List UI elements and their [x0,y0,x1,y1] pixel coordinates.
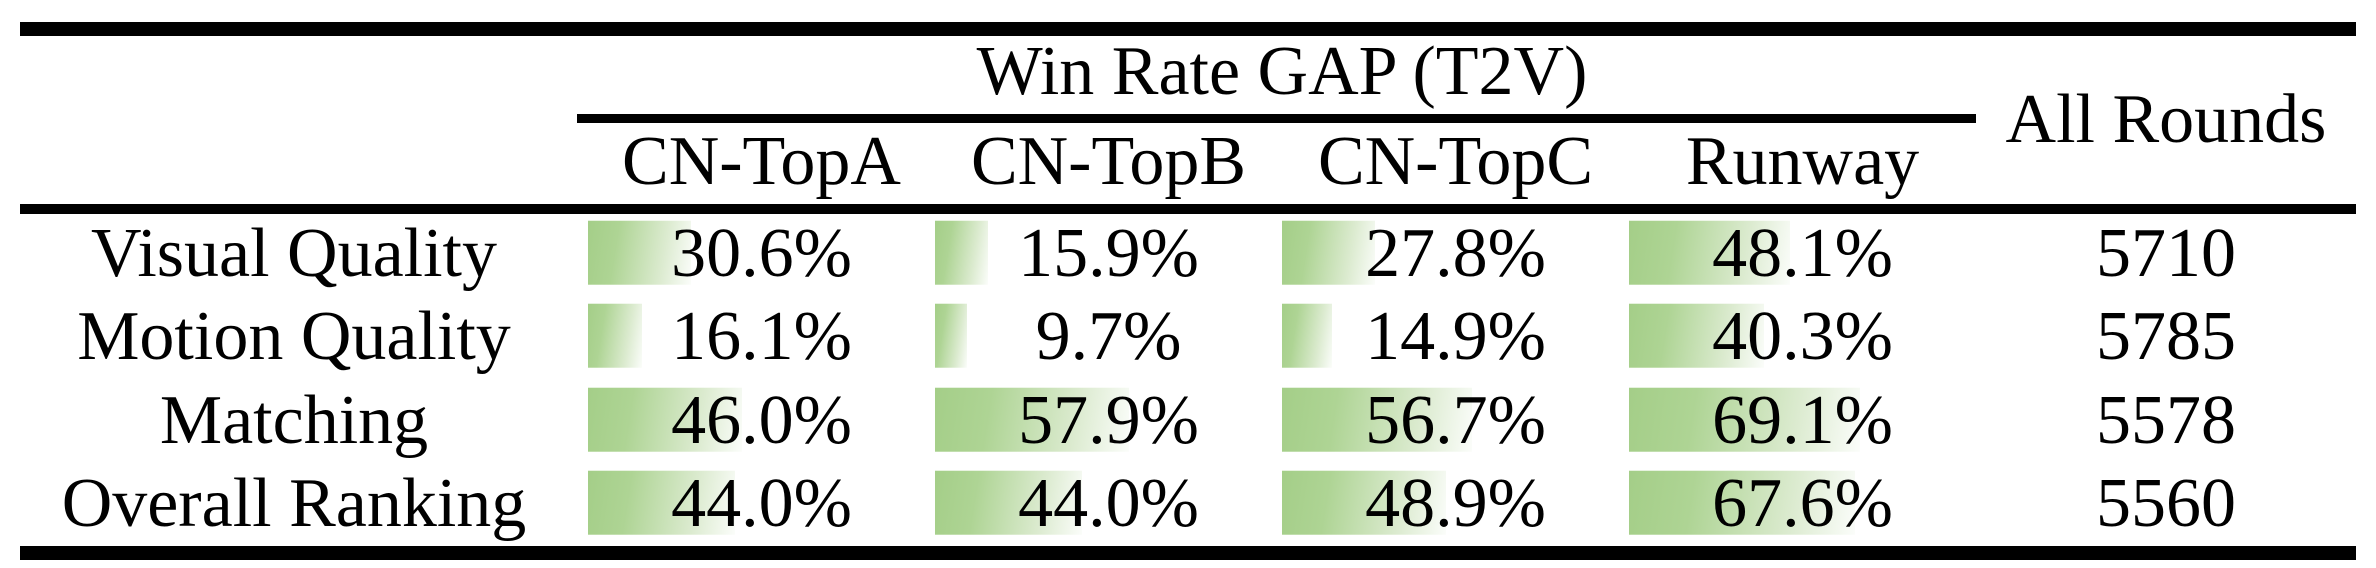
data-cell: 44.0% [935,463,1282,547]
win-rate-value: 69.1% [1712,381,1893,459]
column-header-cn-topb: CN-TopB [970,123,1247,200]
row-label: Matching [159,381,429,459]
data-cell: 30.6% [588,212,935,296]
table-row-matching: Matching 46.0% 57.9% 56.7% 69.1% 5578 [0,379,2376,463]
subheader-spacer [0,121,588,203]
table-row-motion-quality: Motion Quality 16.1% 9.7% 14.9% 40.3% 57… [0,296,2376,380]
data-cell: 16.1% [588,296,935,380]
subheader-row: CN-TopA CN-TopB CN-TopC Runway [0,121,2376,203]
win-rate-value: 40.3% [1712,298,1893,376]
data-cell: 67.6% [1629,463,1976,547]
data-cell: 27.8% [1282,212,1629,296]
row-label: Motion Quality [77,298,511,376]
win-rate-bar [935,387,1129,452]
win-rate-value: 15.9% [1018,214,1199,292]
header-separator-rule [20,204,2356,214]
data-cell: 46.0% [588,379,935,463]
win-rate-bar [588,220,691,285]
table-row-visual-quality: Visual Quality 30.6% 15.9% 27.8% 48.1% 5… [0,212,2376,296]
column-header-cn-topa: CN-TopA [622,123,901,200]
win-rate-bar [588,387,742,452]
column-header-all-rounds: All Rounds [2005,81,2327,158]
win-rate-value: 27.8% [1365,214,1546,292]
column-header-cn-topc: CN-TopC [1317,123,1594,200]
all-rounds-value: 5785 [2096,298,2236,376]
win-rate-bar [935,470,1082,535]
top-rule [20,22,2356,36]
table-body: Visual Quality 30.6% 15.9% 27.8% 48.1% 5… [0,212,2376,546]
win-rate-bar [935,303,967,368]
win-rate-value: 44.0% [671,465,852,543]
data-cell: 40.3% [1629,296,1976,380]
all-rounds-value: 5560 [2096,465,2236,543]
win-rate-bar [1629,303,1764,368]
data-cell: 56.7% [1282,379,1629,463]
data-cell: 69.1% [1629,379,1976,463]
win-rate-value: 44.0% [1018,465,1199,543]
win-rate-bar [588,303,642,368]
column-header-runway: Runway [1685,123,1920,200]
win-rate-value: 67.6% [1712,465,1893,543]
bottom-rule [20,546,2356,560]
data-cell: 9.7% [935,296,1282,380]
win-rate-bar [1629,220,1790,285]
data-cell: 15.9% [935,212,1282,296]
data-cell: 14.9% [1282,296,1629,380]
win-rate-value: 46.0% [671,381,852,459]
win-rate-bar [1282,220,1375,285]
data-cell: 48.9% [1282,463,1629,547]
data-cell: 57.9% [935,379,1282,463]
win-rate-value: 14.9% [1365,298,1546,376]
win-rate-value: 30.6% [671,214,852,292]
win-rate-value: 16.1% [671,298,852,376]
data-cell: 44.0% [588,463,935,547]
win-rate-bar [1629,470,1855,535]
row-label: Visual Quality [90,214,498,292]
group-header-underline [577,114,1976,123]
win-rate-bar [1282,303,1332,368]
win-rate-value: 48.9% [1365,465,1546,543]
win-rate-value: 57.9% [1018,381,1199,459]
win-rate-bar [1629,387,1860,452]
win-rate-bar [935,220,988,285]
row-label: Overall Ranking [61,465,527,543]
all-rounds-value: 5578 [2096,381,2236,459]
win-rate-value: 9.7% [1035,298,1182,376]
win-rate-value: 56.7% [1365,381,1546,459]
data-cell: 48.1% [1629,212,1976,296]
table-row-overall-ranking: Overall Ranking 44.0% 44.0% 48.9% 67.6% … [0,463,2376,547]
group-header-win-rate-gap: Win Rate GAP (T2V) [976,33,1588,110]
all-rounds-value: 5710 [2096,214,2236,292]
win-rate-value: 48.1% [1712,214,1893,292]
win-rate-bar [1282,387,1472,452]
win-rate-bar [588,470,735,535]
win-rate-bar [1282,470,1446,535]
